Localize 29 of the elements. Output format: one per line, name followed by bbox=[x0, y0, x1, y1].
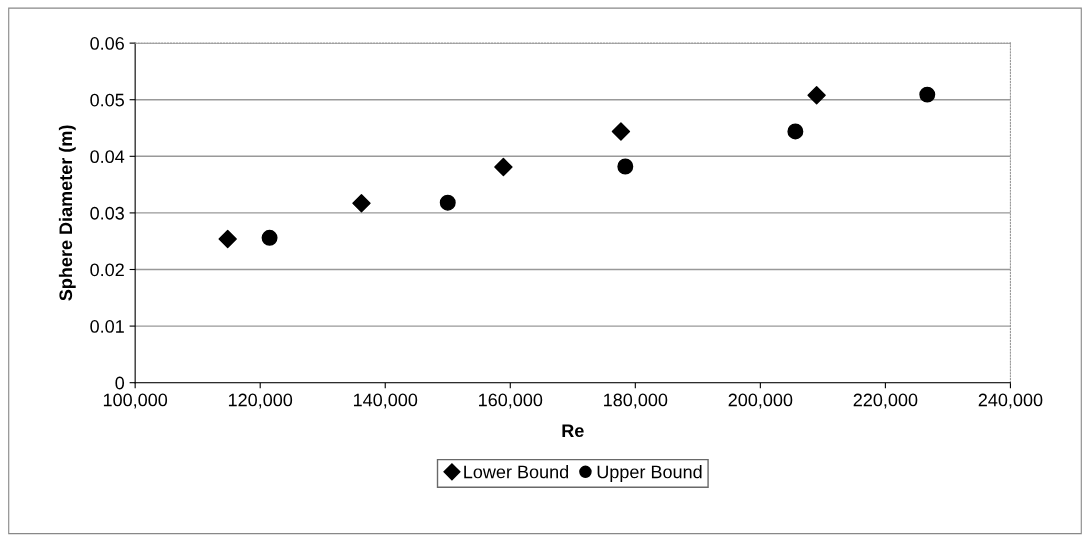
point bbox=[617, 158, 634, 175]
legend-label: Lower Bound bbox=[464, 465, 569, 479]
x-tick-label: 240,000 bbox=[978, 393, 1043, 409]
y-tick-label: 0.06 bbox=[90, 37, 124, 50]
legend-label: Upper Bound bbox=[597, 465, 702, 482]
x-tick-label: 200,000 bbox=[728, 393, 793, 409]
point bbox=[261, 229, 278, 246]
point bbox=[919, 86, 936, 103]
x-axis-title: Re bbox=[562, 424, 584, 438]
point bbox=[807, 85, 826, 105]
y-tick-label: 0.03 bbox=[90, 206, 124, 220]
x-tick-label: 160,000 bbox=[479, 393, 543, 409]
point bbox=[439, 194, 456, 211]
y-tick-label: 0.04 bbox=[90, 150, 125, 164]
point bbox=[787, 123, 804, 140]
y-tick-label: 0 bbox=[115, 376, 125, 390]
y-tick-label: 0.01 bbox=[90, 320, 124, 333]
x-tick-label: 100,000 bbox=[103, 393, 168, 409]
y-tick-label: 0.05 bbox=[90, 93, 124, 107]
point bbox=[352, 194, 371, 213]
point bbox=[494, 157, 513, 177]
y-axis-title: Sphere Diameter (m) bbox=[58, 125, 76, 301]
point bbox=[218, 229, 237, 249]
x-tick-label: 180,000 bbox=[604, 393, 668, 409]
x-tick-label: 220,000 bbox=[853, 393, 918, 409]
x-tick-label: 120,000 bbox=[228, 393, 293, 409]
x-tick-label: 140,000 bbox=[353, 393, 418, 409]
point bbox=[611, 122, 631, 141]
y-tick-label: 0.02 bbox=[90, 263, 124, 277]
